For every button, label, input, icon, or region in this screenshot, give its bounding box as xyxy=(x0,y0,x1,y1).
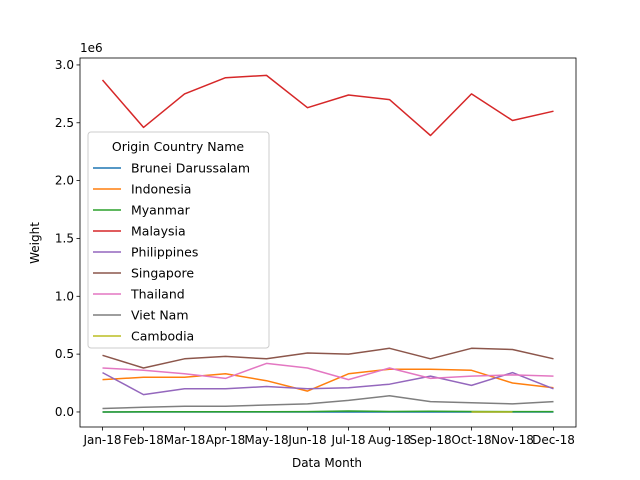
legend-entry-label: Viet Nam xyxy=(131,308,189,323)
legend-entry-label: Philippines xyxy=(131,245,198,260)
legend-entry-label: Brunei Darussalam xyxy=(131,161,250,176)
y-tick-label: 2.5 xyxy=(55,116,74,130)
x-tick-label: May-18 xyxy=(244,433,288,447)
y-axis-ticks: 0.0 0.5 1.0 1.5 2.0 2.5 3.0 xyxy=(55,58,80,419)
x-tick-label: Mar-18 xyxy=(164,433,205,447)
y-tick-label: 1.5 xyxy=(55,231,74,245)
y-tick-label: 3.0 xyxy=(55,58,74,72)
y-tick-label: 2.0 xyxy=(55,174,74,188)
x-axis-ticks: Jan-18 Feb-18 Mar-18 Apr-18 May-18 Jun-18 Jul-… xyxy=(82,427,575,447)
x-tick-label: Apr-18 xyxy=(206,433,246,447)
x-tick-label: Oct-18 xyxy=(451,433,491,447)
y-axis-label: Weight xyxy=(28,222,42,264)
legend-entry-label: Cambodia xyxy=(131,329,194,344)
series-line-7 xyxy=(102,395,554,410)
series-line-5 xyxy=(102,347,554,369)
x-tick-label: Sep-18 xyxy=(409,433,451,447)
legend-entries: Brunei Darussalam Indonesia Myanmar Malaysi… xyxy=(93,161,250,344)
legend-entry-label: Malaysia xyxy=(131,224,186,239)
x-tick-label: Aug-18 xyxy=(368,433,411,447)
legend-entry-label: Indonesia xyxy=(131,182,191,197)
x-tick-label: Dec-18 xyxy=(532,433,575,447)
y-tick-label: 1.0 xyxy=(55,289,74,303)
y-tick-label: 0.5 xyxy=(55,347,74,361)
legend-entry-label: Singapore xyxy=(131,266,194,281)
x-axis-label: Data Month xyxy=(292,456,362,470)
series-line-1 xyxy=(102,368,554,392)
x-tick-label: Feb-18 xyxy=(123,433,164,447)
x-tick-label: Jul-18 xyxy=(330,433,365,447)
legend-entry-label: Thailand xyxy=(130,287,185,302)
legend-entry-label: Myanmar xyxy=(131,203,191,218)
y-offset-label: 1e6 xyxy=(80,41,103,55)
series-lines xyxy=(101,74,554,413)
series-line-3 xyxy=(101,74,554,137)
y-tick-label: 0.0 xyxy=(55,405,74,419)
legend-title: Origin Country Name xyxy=(112,139,245,154)
x-tick-label: Jan-18 xyxy=(82,433,121,447)
x-tick-label: Jun-18 xyxy=(287,433,326,447)
series-line-4 xyxy=(102,371,554,396)
series-line-6 xyxy=(102,362,554,381)
plot-frame xyxy=(79,57,577,428)
x-tick-label: Nov-18 xyxy=(491,433,534,447)
legend: Origin Country Name Brunei Darussalam Ind… xyxy=(87,131,270,349)
legend-box xyxy=(87,131,270,349)
